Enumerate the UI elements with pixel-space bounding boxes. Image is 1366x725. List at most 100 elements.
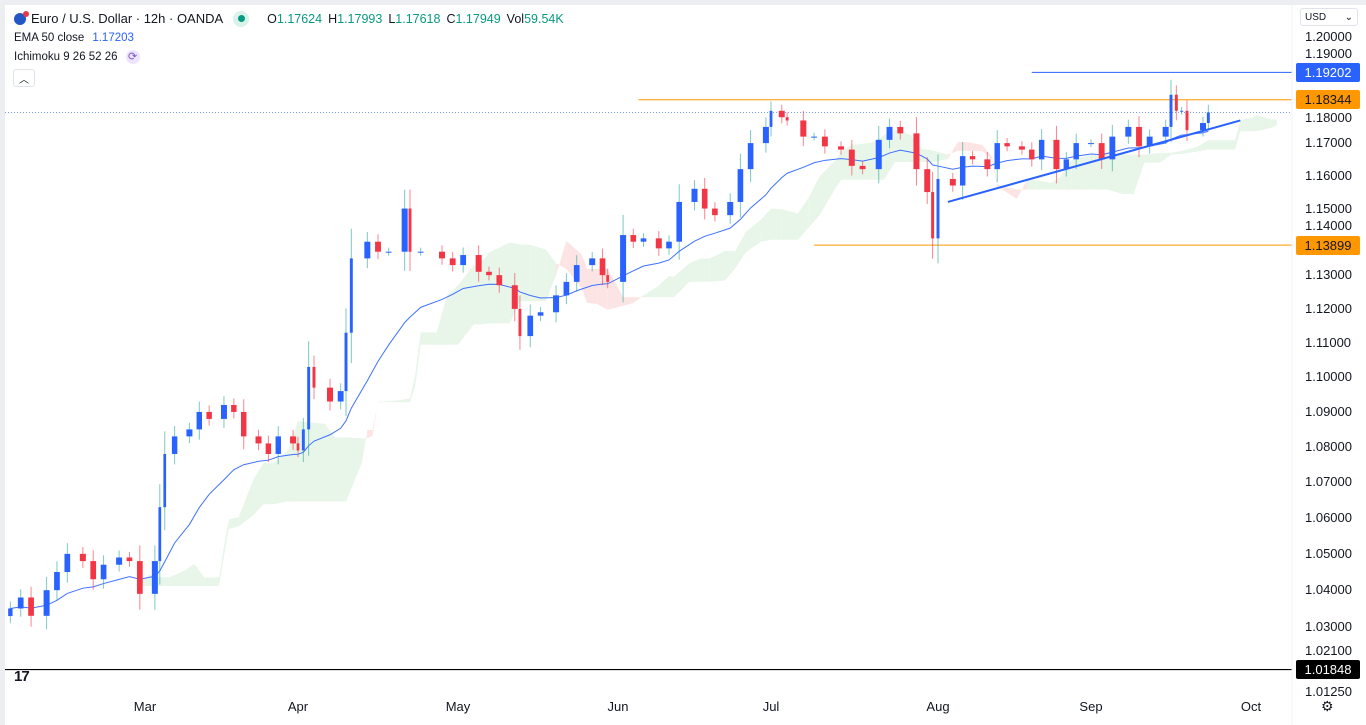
candle-body <box>1125 126 1132 137</box>
price-level-tag: 1.01848 <box>1296 660 1360 680</box>
ichimoku-cloud-segment <box>1144 152 1161 163</box>
candle-body <box>163 453 167 508</box>
ichimoku-cloud-segment <box>771 208 782 240</box>
ichimoku-cloud-segment <box>947 142 958 159</box>
ichimoku-cloud-segment <box>204 577 220 586</box>
candle-body <box>307 366 311 430</box>
candle-body <box>821 136 828 147</box>
candle-body <box>762 126 769 144</box>
ichimoku-cloud-segment <box>835 151 842 188</box>
candle-body <box>1206 112 1210 124</box>
candle-body <box>1162 126 1169 137</box>
candle-body <box>265 443 272 454</box>
candle-body <box>1029 149 1035 160</box>
ichimoku-cloud-segment <box>1160 152 1171 163</box>
candle-body <box>727 201 734 216</box>
symbol-row[interactable]: Euro / U.S. Dollar · 12h · OANDA O 1.1762… <box>14 9 564 28</box>
candle-body <box>28 597 34 616</box>
candle-body <box>385 251 392 253</box>
ichimoku-legend[interactable]: Ichimoku 9 26 52 26 ⟳ <box>14 47 564 66</box>
left-border <box>0 0 5 725</box>
currency-value: USD <box>1305 11 1327 23</box>
candle-body <box>1088 143 1094 145</box>
candle-body <box>778 110 785 118</box>
ichimoku-cloud-segment <box>1271 119 1277 128</box>
ichimoku-cloud-segment <box>113 595 125 603</box>
price-tick-label: 1.18000 <box>1305 110 1352 126</box>
ichimoku-cloud-segment <box>253 463 264 516</box>
candle-body <box>408 208 412 252</box>
candle-body <box>196 411 203 430</box>
ichimoku-cloud-segment <box>597 268 608 310</box>
candle-body <box>537 312 544 316</box>
candle-body <box>949 178 956 186</box>
candle-body <box>1098 143 1105 160</box>
ichimoku-cloud-segment <box>184 563 195 586</box>
ichimoku-cloud-segment <box>169 570 185 586</box>
ohlc-key: Vol <box>506 11 525 26</box>
candle-body <box>475 255 482 272</box>
ichimoku-cloud-segment <box>399 398 410 403</box>
candle-body <box>220 404 227 419</box>
price-tick-label: 1.01250 <box>1305 683 1352 699</box>
ichimoku-cloud-segment <box>362 430 368 463</box>
candle-body <box>275 436 281 454</box>
candle-body <box>449 258 456 266</box>
candle-body <box>296 443 300 451</box>
ichimoku-cloud-segment <box>545 249 557 302</box>
ichimoku-cloud-segment <box>223 519 229 557</box>
ichimoku-cloud-segment <box>458 265 474 345</box>
candle-body <box>375 241 381 252</box>
candle-body <box>800 120 807 137</box>
symbol-title[interactable]: Euro / U.S. Dollar · 12h · OANDA <box>31 11 224 26</box>
candle-body <box>439 251 445 259</box>
tradingview-logo[interactable]: 17 <box>14 668 30 685</box>
ichimoku-cloud-segment <box>689 258 700 282</box>
gear-icon[interactable]: ⚙ <box>1321 698 1334 714</box>
candle-body <box>969 156 976 160</box>
price-tick-label: 1.17000 <box>1305 135 1352 151</box>
ichimoku-cloud-segment <box>1181 146 1198 154</box>
candle-body <box>79 553 86 562</box>
collapse-legend-button[interactable]: ︿ <box>13 69 35 87</box>
candle-body <box>496 275 503 286</box>
market-open-icon <box>233 10 250 27</box>
ichimoku-cloud-segment <box>1245 118 1251 132</box>
time-tick-label: Jul <box>762 699 780 714</box>
candle-body <box>848 149 855 166</box>
currency-select[interactable]: USD ⌄ <box>1300 8 1358 26</box>
price-tick-label: 1.20000 <box>1305 28 1352 44</box>
ichimoku-cloud-segment <box>367 430 373 439</box>
candle-body <box>630 235 637 242</box>
candle-body <box>606 275 610 282</box>
ema-value: 1.17203 <box>92 31 134 44</box>
loading-cycle-icon: ⟳ <box>125 49 140 64</box>
support-trendline <box>947 119 1241 203</box>
candle-body <box>931 192 935 239</box>
ichimoku-cloud-segment <box>346 437 362 502</box>
volume-value: 59.54K <box>524 11 564 26</box>
candle-body <box>859 165 866 170</box>
candle-body <box>875 139 882 170</box>
candle-body <box>913 133 920 170</box>
ichimoku-cloud-segment <box>623 297 634 306</box>
ichimoku-cloud-segment <box>273 450 289 505</box>
price-tick-label: 1.13000 <box>1305 267 1352 283</box>
ichimoku-cloud-segment <box>447 285 458 345</box>
ichimoku-cloud-segment <box>238 479 254 527</box>
ichimoku-cloud-segment <box>1123 154 1134 194</box>
ichimoku-cloud-segment <box>781 209 798 240</box>
ichimoku-cloud-segment <box>383 400 400 403</box>
price-level-tag: 1.18344 <box>1296 90 1360 110</box>
price-level-tag: 1.13899 <box>1296 235 1360 255</box>
ichimoku-cloud-segment <box>1256 114 1272 132</box>
candle-body <box>511 285 518 309</box>
ema-legend[interactable]: EMA 50 close 1.17203 <box>14 28 564 47</box>
candle-body <box>90 561 97 580</box>
time-tick-label: Aug <box>926 699 950 714</box>
candle-body <box>676 201 683 242</box>
price-tick-label: 1.19000 <box>1305 45 1352 61</box>
high-value: 1.17993 <box>337 11 383 26</box>
candle-body <box>231 404 237 412</box>
